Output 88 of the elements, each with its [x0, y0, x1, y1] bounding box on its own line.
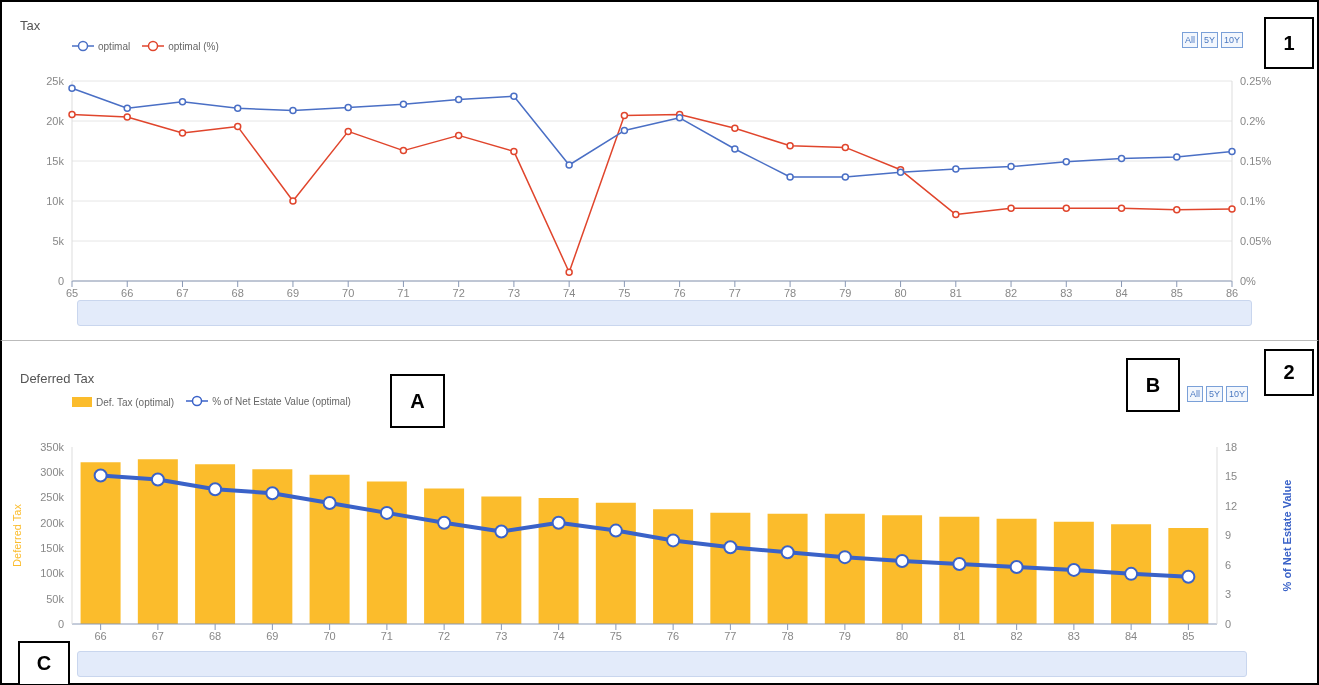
x-tick-label: 67	[176, 286, 189, 299]
x-tick-label: 66	[94, 629, 107, 642]
y-tick-label: 10k	[46, 194, 65, 207]
y2-tick-label: 18	[1225, 440, 1238, 453]
x-tick-label: 80	[896, 629, 909, 642]
x-tick-label: 68	[231, 286, 244, 299]
y2-tick-label: 0.1%	[1240, 194, 1266, 207]
x-tick-label: 69	[266, 629, 279, 642]
legend-label: % of Net Estate Value (optimal)	[212, 395, 351, 407]
x-tick-label: 66	[121, 286, 134, 299]
y-tick-label: 300k	[40, 466, 65, 479]
y2-tick-label: 0%	[1240, 274, 1257, 287]
y2-tick-label: 9	[1225, 529, 1232, 542]
text: 5Y	[1201, 32, 1219, 48]
text: C	[18, 641, 70, 685]
x-tick-label: 75	[618, 286, 631, 299]
x-tick-label: 75	[609, 629, 622, 642]
x-tick-label: 80	[894, 286, 907, 299]
y2-axis-title: % of Net Estate Value	[1280, 479, 1293, 592]
x-tick-label: 73	[495, 629, 508, 642]
x-tick-label: 81	[953, 629, 966, 642]
y-axis-title: Deferred Tax	[10, 503, 23, 567]
x-tick-label: 73	[507, 286, 521, 299]
y-tick-label: 15k	[46, 154, 65, 167]
legend-label: optimal	[98, 40, 131, 52]
x-tick-label: 84	[1125, 629, 1138, 642]
chart-title: Deferred Tax	[20, 371, 95, 386]
y2-tick-label: 0.05%	[1240, 234, 1272, 247]
text: B	[1126, 358, 1180, 412]
y-tick-label: 50k	[46, 592, 65, 605]
x-tick-label: 76	[667, 629, 680, 642]
text: All	[1187, 386, 1204, 402]
x-tick-label: 72	[452, 286, 465, 299]
y-tick-label: 200k	[40, 516, 65, 529]
text: 2	[1264, 349, 1314, 396]
x-tick-label: 78	[781, 629, 794, 642]
legend-label: Def. Tax (optimal)	[96, 396, 175, 408]
x-tick-label: 82	[1004, 286, 1018, 299]
x-tick-label: 70	[342, 286, 355, 299]
y2-tick-label: 0.25%	[1240, 74, 1272, 87]
text: A	[390, 374, 445, 428]
x-tick-label: 69	[286, 286, 300, 299]
x-tick-label: 74	[563, 286, 576, 299]
y2-tick-label: 12	[1225, 499, 1238, 512]
y-tick-label: 100k	[40, 567, 65, 580]
x-tick-label: 79	[838, 629, 851, 642]
text: All	[1182, 32, 1199, 48]
y-tick-label: 25k	[46, 74, 65, 87]
y2-tick-label: 0	[1225, 617, 1232, 630]
y-tick-label: 5k	[52, 234, 65, 247]
y2-tick-label: 3	[1225, 588, 1232, 601]
x-tick-label: 71	[380, 629, 393, 642]
x-tick-label: 71	[397, 286, 410, 299]
x-tick-label: 83	[1067, 629, 1080, 642]
y-tick-label: 20k	[46, 114, 65, 127]
x-tick-label: 82	[1010, 629, 1023, 642]
x-tick-label: 79	[839, 286, 852, 299]
y2-tick-label: 6	[1225, 558, 1232, 571]
chart-title: Tax	[20, 18, 41, 33]
y-tick-label: 150k	[40, 542, 65, 555]
x-tick-label: 83	[1060, 286, 1073, 299]
text: 10Y	[1221, 32, 1244, 48]
x-tick-label: 65	[65, 286, 79, 299]
x-tick-label: 85	[1182, 629, 1195, 642]
x-tick-label: 70	[323, 629, 336, 642]
legend-label: optimal (%)	[168, 40, 219, 52]
text: 5Y	[1206, 386, 1224, 402]
x-tick-label: 81	[949, 286, 962, 299]
x-tick-label: 77	[724, 629, 737, 642]
x-tick-label: 84	[1115, 286, 1128, 299]
x-tick-label: 77	[728, 286, 741, 299]
x-tick-label: 67	[151, 629, 164, 642]
x-tick-label: 72	[438, 629, 451, 642]
y2-tick-label: 0.2%	[1240, 114, 1266, 127]
x-tick-label: 86	[1225, 286, 1239, 299]
x-tick-label: 85	[1170, 286, 1183, 299]
x-tick-label: 76	[673, 286, 686, 299]
y-tick-label: 0	[57, 617, 64, 630]
y2-tick-label: 0.15%	[1240, 154, 1272, 167]
x-tick-label: 74	[552, 629, 565, 642]
y-tick-label: 0	[57, 274, 64, 287]
y2-tick-label: 15	[1225, 470, 1238, 483]
text: 1	[1264, 17, 1314, 69]
y-tick-label: 250k	[40, 491, 65, 504]
y-tick-label: 350k	[40, 440, 65, 453]
x-tick-label: 78	[783, 286, 797, 299]
text: 10Y	[1226, 386, 1249, 402]
x-tick-label: 68	[209, 629, 222, 642]
